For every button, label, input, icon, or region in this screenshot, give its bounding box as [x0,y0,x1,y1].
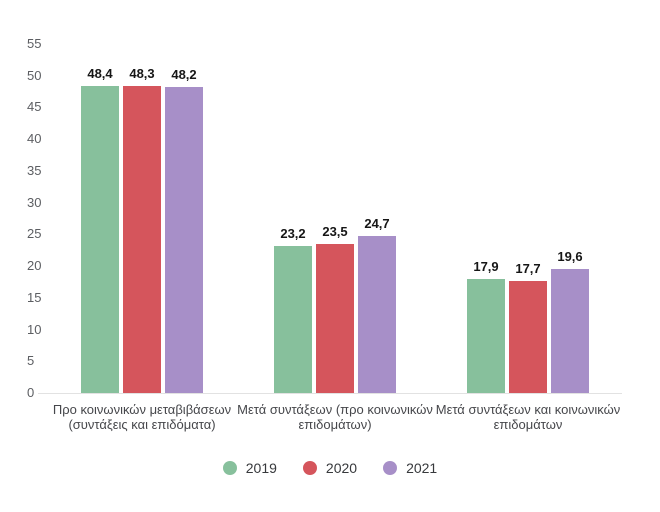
bar-value-label: 17,9 [473,259,499,275]
bar-value-label: 23,5 [322,223,348,239]
category-label-line: επιδομάτων) [298,417,372,432]
bar-value-label: 48,4 [87,65,113,81]
bar-2020-category-3 [509,280,547,393]
category-label-line: Μετά συντάξεων και κοινωνικών [435,402,621,417]
y-axis-tick-label: 50 [27,67,42,83]
bar-2021-category-2 [358,236,396,393]
category-label-line: (συντάξεις και επιδόματα) [68,417,216,432]
y-axis-tick-label: 30 [27,194,42,210]
bar-2019-category-1 [81,85,119,393]
bar-value-label: 23,2 [280,225,306,241]
y-axis-tick-label: 0 [27,385,35,400]
legend-label: 2020 [325,460,358,476]
y-axis-tick-label: 40 [27,131,42,146]
legend: 2019 2020 2021 [0,460,660,476]
y-axis-tick-label: 55 [27,35,42,51]
y-axis-tick-label: 10 [27,321,42,337]
bar-2021-category-3 [551,268,589,393]
bar-value-label: 48,3 [129,66,155,82]
category-label-1: Προ κοινωνικών μεταβιβάσεων (συντάξεις κα… [24,402,260,432]
legend-label: 2019 [245,460,277,476]
category-label-line: επιδομάτων [493,417,563,432]
bar-value-label: 19,6 [557,248,583,264]
legend-swatch-icon [383,461,398,475]
x-axis-line [38,393,622,394]
bar-value-label: 17,7 [515,260,541,276]
legend-item-2020: 2020 [302,460,358,476]
category-label-2: Μετά συντάξεων (προ κοινωνικών επιδομάτων… [217,402,453,432]
bar-2019-category-2 [274,245,312,393]
bar-2021-category-1 [165,86,203,393]
bar-2020-category-1 [123,86,161,393]
y-axis-tick-label: 5 [27,353,35,369]
legend-item-2019: 2019 [222,460,277,476]
bar-value-label: 48,2 [171,66,197,82]
bar-2020-category-2 [316,243,354,393]
category-label-line: Προ κοινωνικών μεταβιβάσεων [52,402,232,417]
bar-value-label: 24,7 [364,216,390,232]
y-axis-tick-label: 20 [27,258,42,273]
legend-swatch-icon [302,461,317,475]
y-axis-tick-label: 15 [27,289,42,305]
legend-item-2021: 2021 [383,460,437,476]
y-axis-tick-label: 25 [27,226,42,242]
category-label-3: Μετά συντάξεων και κοινωνικών επιδομάτων [410,402,646,432]
y-axis-tick-label: 45 [27,99,42,115]
legend-label: 2021 [406,460,438,476]
y-axis-tick-label: 35 [27,162,42,178]
legend-swatch-icon [222,461,237,475]
bar-2019-category-3 [467,279,505,393]
category-label-line: Μετά συντάξεων (προ κοινωνικών [237,402,433,417]
